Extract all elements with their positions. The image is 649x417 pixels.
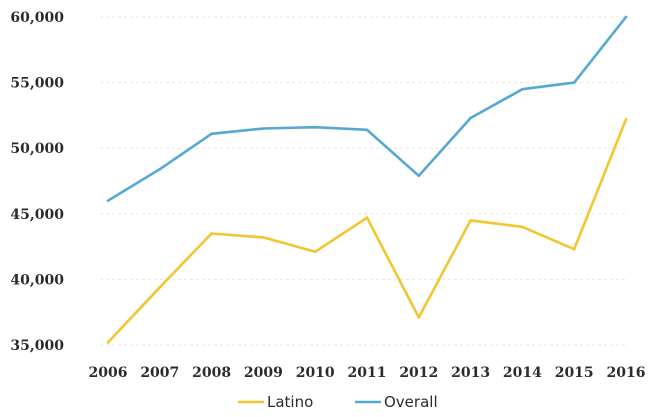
data-point-latino [313,250,317,254]
x-axis-ticks: 2006 2007 2008 2009 2010 2011 2012 2013 2014 2015… [89,365,646,381]
x-tick-label: 2012 [399,365,438,381]
data-point-overall [106,199,110,202]
data-point-latino [106,341,110,344]
y-axis-ticks: 35,000 40,000 45,000 50,000 55,000 60,000 [10,10,64,354]
data-point-latino [158,285,162,289]
legend: Latino Overall [238,393,438,411]
x-tick-label: 2007 [140,365,179,381]
series-lines [106,15,628,344]
data-point-latino [262,236,265,239]
data-point-latino [417,316,421,319]
data-point-latino [572,247,576,251]
data-point-overall [624,15,628,19]
data-point-latino [469,219,472,222]
y-tick-label: 45,000 [10,207,64,223]
y-tick-label: 55,000 [10,76,64,92]
data-point-overall [521,87,524,91]
y-tick-label: 50,000 [10,141,64,157]
x-tick-label: 2011 [348,365,387,381]
legend-label-overall: Overall [384,393,438,411]
data-point-overall [158,167,162,171]
data-point-overall [210,132,213,136]
data-point-latino [624,118,628,121]
data-point-latino [365,216,369,220]
y-tick-label: 60,000 [10,10,64,26]
x-tick-label: 2016 [607,365,646,381]
x-tick-label: 2006 [89,365,128,381]
y-tick-label: 40,000 [10,272,64,288]
data-point-latino [521,225,524,229]
data-point-overall [262,127,265,130]
data-point-overall [469,116,472,120]
data-point-overall [572,81,576,84]
data-point-overall [365,128,369,132]
x-tick-label: 2014 [503,365,542,381]
x-tick-label: 2010 [296,365,335,381]
gridlines [100,16,626,346]
x-tick-label: 2008 [192,365,231,381]
data-point-latino [210,232,213,235]
x-tick-label: 2015 [555,365,594,381]
legend-label-latino: Latino [267,393,313,411]
series-line-overall [106,15,628,202]
data-point-overall [417,174,421,178]
x-tick-label: 2013 [451,365,490,381]
y-tick-label: 35,000 [10,338,64,354]
data-point-overall [313,125,317,129]
x-tick-label: 2009 [244,365,283,381]
